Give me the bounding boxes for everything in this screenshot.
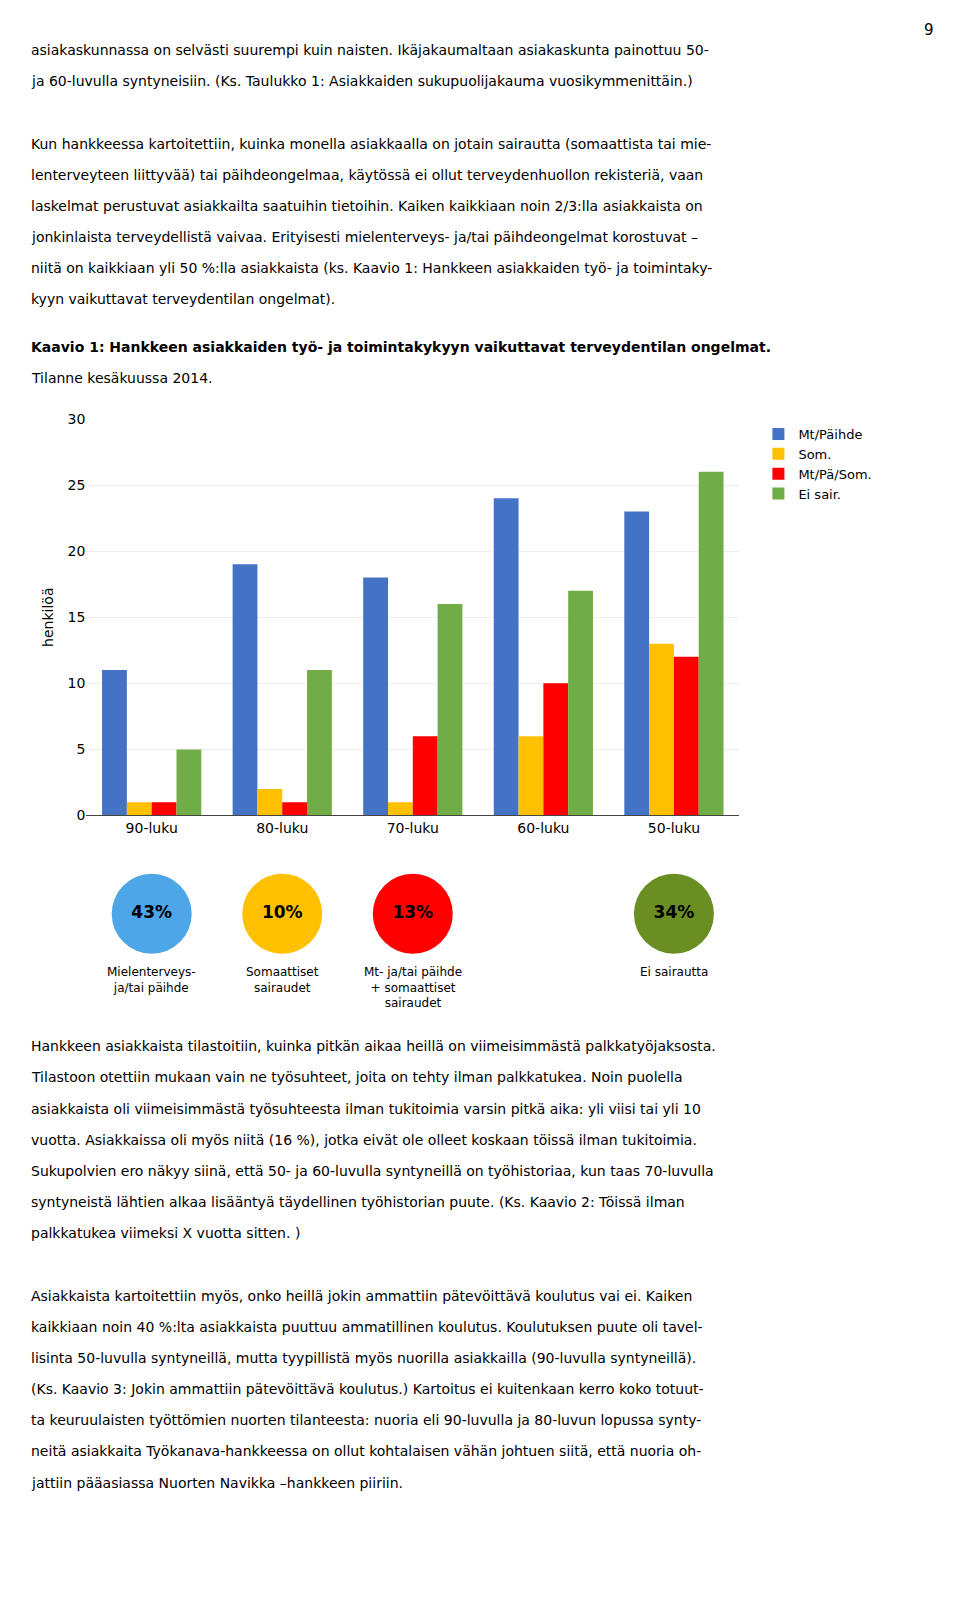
- svg-text:25: 25: [68, 477, 86, 493]
- svg-text:Sukupolvien ero näkyy siinä, e: Sukupolvien ero näkyy siinä, että 50- ja…: [31, 1163, 714, 1179]
- svg-text:20: 20: [68, 543, 86, 559]
- svg-text:9: 9: [924, 21, 934, 39]
- svg-text:asiakaskunnassa on selvästi su: asiakaskunnassa on selvästi suurempi kui…: [31, 42, 709, 58]
- svg-text:Mt- ja/tai päihde+ somaattiset: Mt- ja/tai päihde+ somaattisetsairaudet: [364, 965, 462, 1010]
- svg-text:kaikkiaan noin 40 %:lta asiakk: kaikkiaan noin 40 %:lta asiakkaista puut…: [31, 1319, 703, 1335]
- svg-text:Mt/Päihde: Mt/Päihde: [798, 427, 862, 442]
- svg-text:laskelmat perustuvat asiakkail: laskelmat perustuvat asiakkailta saatuih…: [31, 198, 703, 214]
- svg-text:34%: 34%: [654, 902, 695, 922]
- svg-text:niitä on kaikkiaan yli 50 %:ll: niitä on kaikkiaan yli 50 %:lla asiakkai…: [31, 260, 712, 276]
- svg-text:30: 30: [68, 411, 86, 427]
- svg-text:henkilöä: henkilöä: [40, 588, 56, 647]
- svg-text:90-luku: 90-luku: [126, 820, 178, 836]
- svg-text:(Ks. Kaavio 3: Jokin ammattiin: (Ks. Kaavio 3: Jokin ammattiin pätevöitt…: [31, 1381, 704, 1397]
- svg-text:Kaavio 1: Hankkeen asiakkaiden: Kaavio 1: Hankkeen asiakkaiden työ- ja t…: [31, 339, 771, 355]
- svg-text:0: 0: [76, 807, 85, 823]
- svg-text:syntyneistä lähtien alkaa lisä: syntyneistä lähtien alkaa lisääntyä täyd…: [31, 1194, 685, 1210]
- svg-text:10%: 10%: [262, 902, 303, 922]
- svg-text:43%: 43%: [131, 902, 172, 922]
- svg-text:Tilastoon otettiin mukaan vain: Tilastoon otettiin mukaan vain ne työsuh…: [31, 1069, 683, 1085]
- svg-text:neitä asiakkaita Työkanava-han: neitä asiakkaita Työkanava-hankkeessa on…: [31, 1443, 701, 1459]
- svg-text:Asiakkaista kartoitettiin myös: Asiakkaista kartoitettiin myös, onko hei…: [31, 1288, 692, 1304]
- svg-text:Hankkeen asiakkaista tilastoit: Hankkeen asiakkaista tilastoitiin, kuink…: [31, 1038, 716, 1054]
- svg-text:vuotta. Asiakkaissa oli myös n: vuotta. Asiakkaissa oli myös niitä (16 %…: [31, 1132, 697, 1148]
- svg-text:13%: 13%: [392, 902, 433, 922]
- svg-text:Mielenterveys-ja/tai päihde: Mielenterveys-ja/tai päihde: [107, 965, 196, 995]
- svg-text:Mt/Pä/Som.: Mt/Pä/Som.: [798, 467, 871, 482]
- svg-text:70-luku: 70-luku: [387, 820, 439, 836]
- svg-text:Ei sair.: Ei sair.: [798, 487, 841, 502]
- svg-text:ta keuruulaisten työttömien nu: ta keuruulaisten työttömien nuorten tila…: [31, 1412, 701, 1428]
- svg-text:Kun hankkeessa kartoitettiin,: Kun hankkeessa kartoitettiin, kuinka mon…: [31, 136, 711, 152]
- svg-text:jonkinlaista terveydellistä va: jonkinlaista terveydellistä vaivaa. Erit…: [31, 229, 698, 245]
- svg-text:10: 10: [68, 675, 86, 691]
- svg-text:ja 60-luvulla syntyneisiin. (K: ja 60-luvulla syntyneisiin. (Ks. Taulukk…: [31, 73, 693, 89]
- svg-text:asiakkaista oli viimeisimmästä: asiakkaista oli viimeisimmästä työsuhtee…: [31, 1101, 701, 1117]
- svg-text:Ei sairautta: Ei sairautta: [640, 965, 708, 979]
- svg-text:5: 5: [76, 741, 85, 757]
- svg-text:lenterveyteen liittyvää) tai p: lenterveyteen liittyvää) tai päihdeongel…: [31, 167, 703, 183]
- svg-text:lisinta 50-luvulla syntyneillä: lisinta 50-luvulla syntyneillä, mutta ty…: [31, 1350, 696, 1366]
- svg-text:palkkatukea viimeksi X vuotta: palkkatukea viimeksi X vuotta sitten. ): [31, 1225, 300, 1241]
- svg-text:60-luku: 60-luku: [517, 820, 569, 836]
- svg-text:Somaattisetsairaudet: Somaattisetsairaudet: [246, 965, 319, 995]
- svg-text:jattiin pääasiassa Nuorten Nav: jattiin pääasiassa Nuorten Navikka –hank…: [31, 1475, 403, 1491]
- svg-text:kyyn vaikuttavat terveydentila: kyyn vaikuttavat terveydentilan ongelmat…: [31, 291, 335, 307]
- svg-text:Tilanne kesäkuussa 2014.: Tilanne kesäkuussa 2014.: [31, 370, 213, 386]
- svg-text:15: 15: [68, 609, 86, 625]
- svg-text:80-luku: 80-luku: [256, 820, 308, 836]
- svg-text:Som.: Som.: [798, 447, 831, 462]
- svg-text:50-luku: 50-luku: [648, 820, 700, 836]
